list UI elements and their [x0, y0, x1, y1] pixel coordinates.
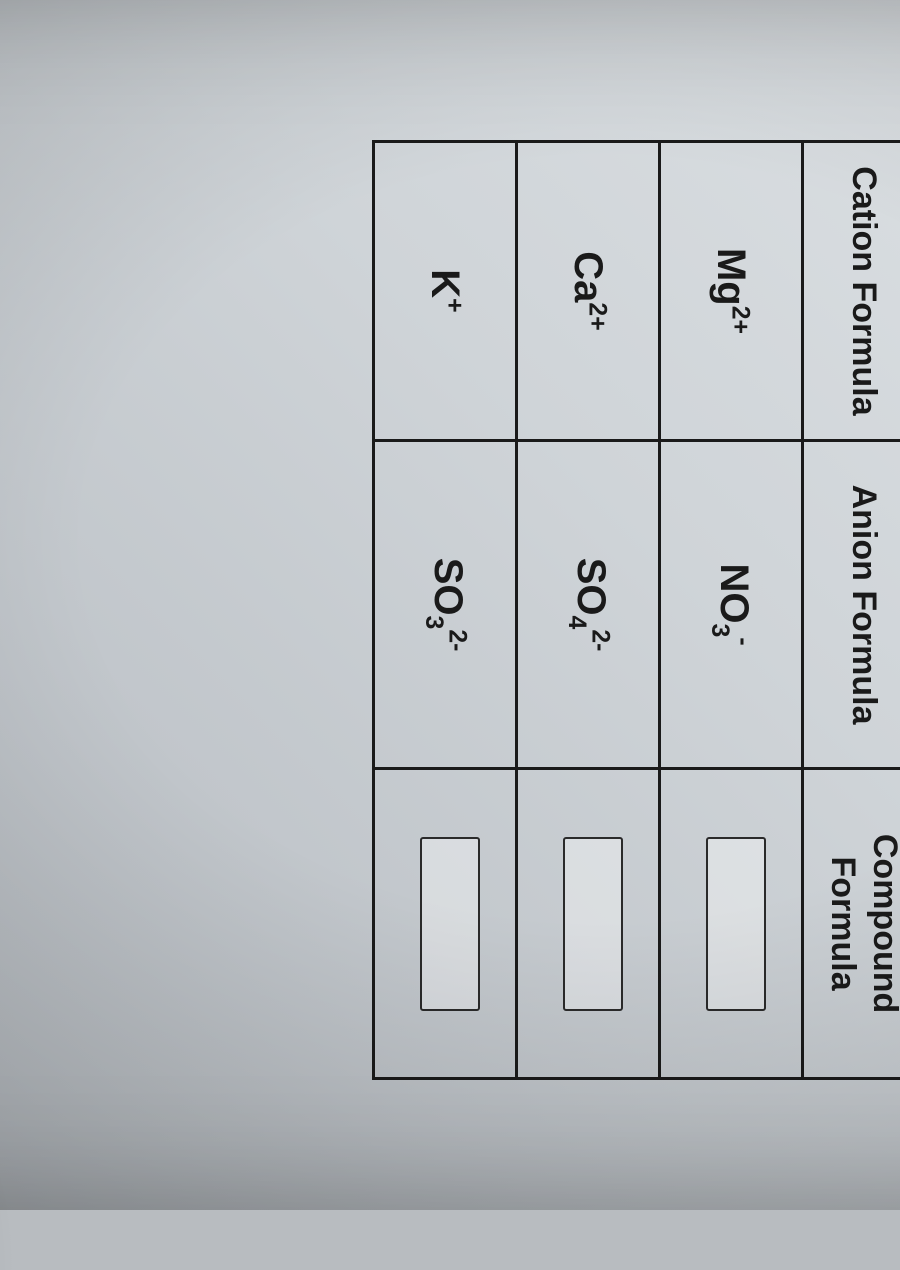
cation-super: 2+ [727, 306, 754, 334]
anion-sub: 3 [420, 616, 447, 630]
compound-cell [660, 769, 803, 1079]
worksheet-content: lete the following table: Cation Formula… [372, 140, 900, 1100]
compound-answer-input[interactable] [420, 837, 480, 1011]
table-row: K+ SO32- [374, 142, 517, 1079]
cation-super: 2+ [584, 302, 611, 330]
table-header-row: Cation Formula Anion Formula Compound Fo… [803, 142, 900, 1079]
anion-base: SO [426, 558, 470, 616]
anion-formula: SO42- [569, 558, 613, 652]
cation-cell: K+ [374, 142, 517, 441]
cation-formula: Ca2+ [566, 251, 610, 330]
anion-sub: 4 [563, 616, 590, 630]
anion-cell: SO42- [517, 440, 660, 768]
anion-cell: SO32- [374, 440, 517, 768]
table-row: Mg2+ NO3- [660, 142, 803, 1079]
anion-cell: NO3- [660, 440, 803, 768]
compound-cell [517, 769, 660, 1079]
ionic-compound-table: Cation Formula Anion Formula Compound Fo… [372, 140, 900, 1080]
anion-super: - [730, 637, 757, 645]
cation-formula: Mg2+ [709, 248, 753, 334]
anion-super: 2- [587, 629, 614, 651]
header-cation: Cation Formula [803, 142, 900, 441]
compound-cell [374, 769, 517, 1079]
cation-base: Mg [709, 248, 753, 306]
cation-cell: Ca2+ [517, 142, 660, 441]
cation-formula: K+ [423, 269, 467, 312]
cation-base: Ca [566, 251, 610, 302]
compound-answer-input[interactable] [706, 837, 766, 1011]
header-compound: Compound Formula [803, 769, 900, 1079]
anion-formula: NO3- [712, 564, 756, 646]
worksheet-page: lete the following table: Cation Formula… [0, 0, 900, 1210]
anion-super: 2- [444, 629, 471, 651]
header-anion: Anion Formula [803, 440, 900, 768]
anion-formula: SO32- [426, 558, 470, 652]
page-curl-shadow [0, 850, 50, 1270]
compound-answer-input[interactable] [563, 837, 623, 1011]
anion-base: NO [712, 564, 756, 624]
table-row: Ca2+ SO42- [517, 142, 660, 1079]
header-compound-line1: Compound [867, 834, 900, 1013]
cation-super: + [441, 298, 468, 312]
header-compound-line2: Formula [824, 857, 862, 991]
cation-base: K [423, 269, 467, 298]
anion-base: SO [569, 558, 613, 616]
anion-sub: 3 [706, 624, 733, 638]
cation-cell: Mg2+ [660, 142, 803, 441]
